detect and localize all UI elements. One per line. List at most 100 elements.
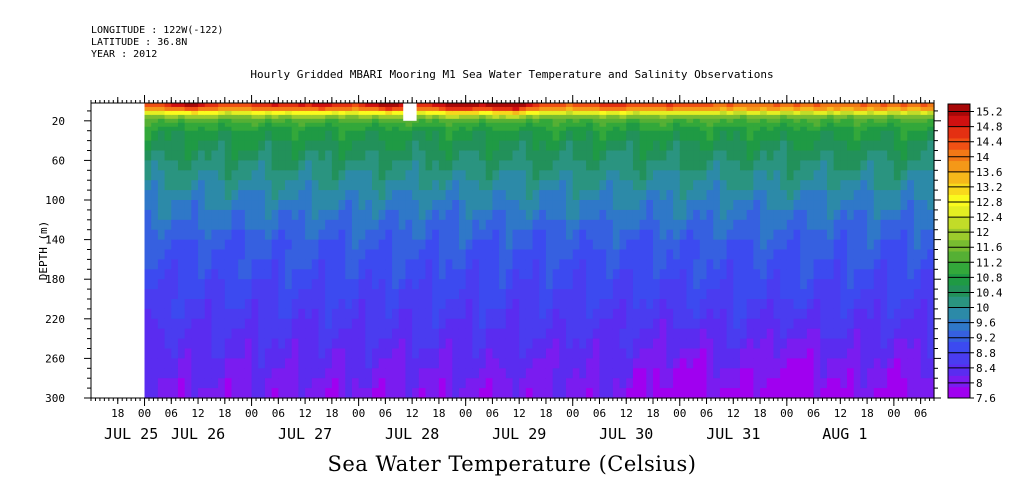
- heatmap-cell: [378, 358, 386, 369]
- heatmap-cell: [773, 170, 781, 181]
- heatmap-cell: [338, 106, 346, 112]
- heatmap-cell: [425, 239, 433, 251]
- heatmap-cell: [806, 358, 815, 369]
- heatmap-cell: [418, 259, 427, 270]
- heatmap-cell: [813, 106, 821, 112]
- heatmap-cell: [144, 209, 152, 221]
- y-tick-label: 100: [45, 194, 65, 207]
- heatmap-cell: [793, 150, 801, 162]
- heatmap-cell: [907, 308, 915, 320]
- heatmap-cell: [392, 126, 400, 132]
- heatmap-cell: [693, 348, 701, 359]
- heatmap-cell: [927, 368, 935, 379]
- heatmap-cell: [679, 114, 688, 120]
- heatmap-cell: [646, 126, 654, 132]
- heatmap-cell: [519, 368, 527, 379]
- heatmap-cell: [499, 388, 507, 399]
- heatmap-cell: [519, 126, 527, 132]
- colorbar-swatch: [948, 115, 970, 128]
- heatmap-cell: [713, 259, 721, 270]
- heatmap-cell: [913, 328, 922, 340]
- heatmap-cell: [566, 122, 574, 128]
- heatmap-cell: [251, 328, 259, 340]
- heatmap-cell: [753, 229, 761, 241]
- heatmap-cell: [639, 126, 647, 132]
- heatmap-cell: [739, 328, 748, 340]
- heatmap-cell: [853, 170, 861, 181]
- heatmap-cell: [746, 219, 754, 231]
- heatmap-cell: [271, 200, 279, 211]
- heatmap-cell: [719, 180, 728, 191]
- heatmap-cell: [231, 358, 239, 369]
- heatmap-cell: [532, 118, 540, 124]
- heatmap-cell: [485, 338, 494, 350]
- heatmap-cell: [867, 140, 875, 152]
- heatmap-cell: [786, 209, 795, 221]
- heatmap-cell: [579, 239, 587, 251]
- colorbar-label: 13.6: [976, 166, 1003, 179]
- heatmap-cell: [452, 126, 460, 132]
- heatmap-cell: [398, 126, 407, 132]
- heatmap-cell: [358, 368, 366, 379]
- heatmap-cell: [351, 130, 360, 142]
- heatmap-cell: [412, 170, 420, 181]
- heatmap-cell: [806, 180, 815, 191]
- heatmap-cell: [612, 328, 621, 340]
- heatmap-cell: [612, 118, 621, 124]
- heatmap-cell: [465, 279, 473, 290]
- heatmap-cell: [525, 170, 534, 181]
- heatmap-cell: [184, 289, 192, 300]
- heatmap-cell: [305, 209, 313, 221]
- heatmap-cell: [626, 308, 634, 320]
- heatmap-cell: [331, 299, 340, 310]
- heatmap-cell: [753, 338, 761, 350]
- heatmap-cell: [171, 378, 179, 389]
- heatmap-cell: [599, 219, 607, 231]
- heatmap-cell: [606, 378, 614, 389]
- heatmap-cell: [412, 118, 420, 124]
- heatmap-cell: [258, 348, 266, 359]
- heatmap-cell: [893, 200, 902, 211]
- heatmap-cell: [452, 114, 460, 120]
- heatmap-cell: [706, 259, 714, 270]
- heatmap-cell: [786, 308, 795, 320]
- heatmap-cell: [452, 279, 460, 290]
- heatmap-cell: [686, 388, 694, 399]
- heatmap-cell: [873, 388, 882, 399]
- heatmap-cell: [880, 140, 888, 152]
- heatmap-cell: [673, 229, 681, 241]
- heatmap-cell: [184, 348, 192, 359]
- heatmap-cell: [706, 170, 714, 181]
- heatmap-cell: [606, 239, 614, 251]
- heatmap-cell: [880, 279, 888, 290]
- heatmap-cell: [311, 209, 320, 221]
- heatmap-cell: [619, 140, 627, 152]
- heatmap-cell: [887, 209, 895, 221]
- heatmap-cell: [211, 140, 219, 152]
- heatmap-cell: [378, 122, 386, 128]
- heatmap-cell: [318, 289, 326, 300]
- heatmap-cell: [826, 114, 835, 120]
- heatmap-cell: [298, 378, 306, 389]
- heatmap-cell: [512, 103, 520, 108]
- heatmap-cell: [579, 200, 587, 211]
- heatmap-cell: [713, 190, 721, 201]
- heatmap-cell: [191, 170, 199, 181]
- heatmap-cell: [693, 279, 701, 290]
- heatmap-cell: [860, 338, 868, 350]
- heatmap-cell: [639, 209, 647, 221]
- heatmap-cell: [746, 378, 754, 389]
- heatmap-cell: [873, 110, 882, 116]
- heatmap-cell: [780, 388, 788, 399]
- heatmap-cell: [204, 378, 213, 389]
- heatmap-cell: [539, 269, 547, 280]
- heatmap-cell: [793, 338, 801, 350]
- heatmap-cell: [813, 259, 821, 270]
- heatmap-cell: [177, 140, 186, 152]
- heatmap-cell: [867, 308, 875, 320]
- heatmap-cell: [920, 308, 928, 320]
- heatmap-cell: [224, 308, 233, 320]
- heatmap-cell: [873, 279, 882, 290]
- heatmap-cell: [191, 308, 199, 320]
- heatmap-cell: [619, 190, 627, 201]
